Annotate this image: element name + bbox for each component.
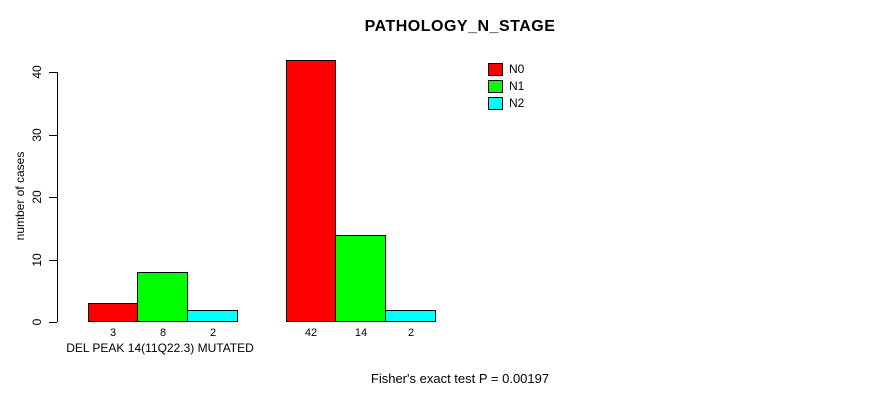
legend-item-n2: N2	[488, 96, 524, 110]
y-tick-mark	[49, 259, 57, 261]
bar-n0-group1	[88, 303, 138, 322]
y-tick-mark	[49, 197, 57, 198]
bar-value-label: 2	[407, 327, 415, 339]
x-axis-group-label: DEL PEAK 14(11Q22.3) MUTATED	[66, 341, 254, 355]
y-tick-mark	[49, 134, 57, 136]
fisher-test-annotation: Fisher's exact test P = 0.00197	[370, 371, 550, 386]
bar-value-label: 42	[304, 327, 318, 339]
legend-swatch-n2	[488, 96, 503, 110]
legend-item-n1: N1	[488, 79, 524, 93]
bar-n2-group1	[187, 309, 238, 322]
legend-swatch-n1	[488, 79, 503, 93]
y-axis-title: number of cases	[13, 151, 27, 241]
legend-label: N2	[509, 96, 525, 110]
bar-n1-group1	[137, 272, 188, 322]
y-tick-label: 40	[30, 65, 44, 79]
legend-label: N0	[509, 62, 525, 76]
y-tick-mark	[49, 72, 57, 73]
legend-swatch-n0	[488, 62, 503, 76]
y-tick-label: 0	[30, 318, 44, 326]
bar-n0-group2	[286, 59, 336, 322]
y-tick-label: 10	[30, 252, 44, 267]
bar-value-label: 14	[354, 327, 368, 339]
chart-title: PATHOLOGY_N_STAGE	[364, 18, 556, 35]
y-tick-mark	[49, 322, 57, 323]
bar-n2-group2	[385, 309, 436, 322]
y-tick-label: 30	[30, 127, 44, 142]
legend-label: N1	[509, 79, 525, 93]
y-tick-label: 20	[30, 190, 44, 204]
legend: N0 N1 N2	[488, 62, 524, 113]
legend-item-n0: N0	[488, 62, 524, 76]
bar-value-label: 2	[209, 327, 217, 339]
bar-value-label: 3	[109, 327, 117, 339]
bar-value-label: 8	[159, 327, 167, 339]
y-axis-line	[57, 72, 58, 322]
bar-n1-group2	[335, 234, 386, 322]
